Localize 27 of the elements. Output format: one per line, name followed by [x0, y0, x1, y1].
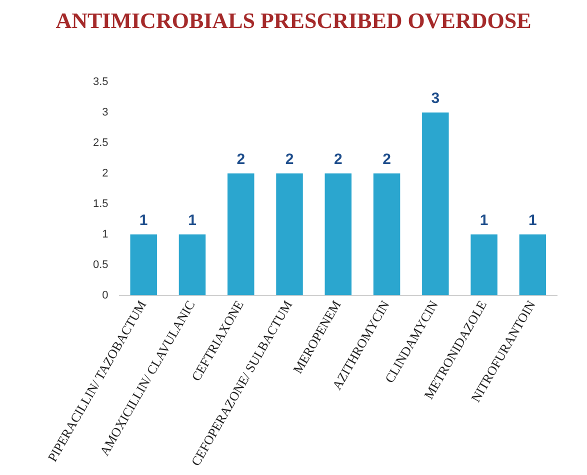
bar	[130, 234, 157, 296]
bar	[470, 234, 498, 296]
y-tick-label: 0	[102, 289, 108, 302]
data-label: 1	[480, 212, 488, 229]
bar	[178, 234, 206, 296]
data-label: 1	[188, 212, 196, 229]
y-tick-label: 1	[102, 228, 108, 240]
bar	[422, 112, 449, 296]
bar	[324, 173, 352, 296]
data-label: 2	[236, 151, 246, 168]
y-tick-label: 2	[102, 167, 108, 180]
bar	[519, 234, 546, 296]
y-tick-label: 0.5	[92, 258, 108, 271]
data-label: 2	[382, 151, 391, 168]
y-tick-label: 2.5	[92, 136, 108, 149]
data-label: 1	[528, 212, 537, 229]
bar	[228, 173, 254, 296]
y-tick-label: 1.5	[92, 198, 108, 210]
data-label: 3	[431, 90, 440, 108]
bar	[373, 173, 400, 296]
data-label: 1	[139, 212, 148, 229]
y-tick-label: 3	[102, 106, 108, 118]
y-tick-label: 3.5	[92, 76, 108, 88]
data-label: 2	[285, 151, 294, 168]
bar	[276, 173, 303, 296]
chart-title: ANTIMICROBIALS PRESCRIBED OVERDOSE	[54, 8, 532, 35]
data-label: 2	[334, 151, 342, 168]
